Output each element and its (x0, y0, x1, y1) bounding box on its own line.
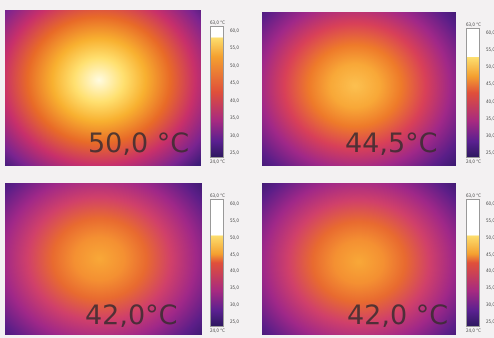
scale-tick: 50,0 (486, 64, 494, 69)
scale-tick: 35,0 (230, 285, 239, 290)
scale-tick: 60,0 (230, 28, 239, 33)
scale-max: 63,0 °C (210, 20, 225, 25)
scale-min: 24,0 °C (466, 159, 481, 164)
scale-min: 24,0 °C (210, 159, 225, 164)
scale-min: 24,0 °C (466, 328, 481, 333)
scale-tick: 30,0 (486, 302, 494, 307)
scale-max: 63,0 °C (466, 22, 481, 27)
scale-tick: 60,0 (486, 30, 494, 35)
scale-tick: 55,0 (230, 218, 239, 223)
temperature-label: 42,0 °C (347, 300, 448, 331)
color-bar (210, 26, 224, 158)
scale-tick: 40,0 (486, 99, 494, 104)
scale-tick: 40,0 (486, 268, 494, 273)
color-bar (210, 199, 224, 327)
scale-tick: 50,0 (486, 235, 494, 240)
scale-max: 63,0 °C (466, 193, 481, 198)
scale-tick: 35,0 (486, 116, 494, 121)
scale-tick: 40,0 (230, 98, 239, 103)
scale-tick: 30,0 (230, 133, 239, 138)
temperature-label: 50,0 °C (88, 128, 189, 159)
scale-tick: 45,0 (230, 252, 239, 257)
scale-tick: 25,0 (486, 150, 494, 155)
scale-tick: 55,0 (486, 218, 494, 223)
scale-tick: 35,0 (230, 115, 239, 120)
scale-tick: 30,0 (486, 133, 494, 138)
color-bar (466, 28, 480, 158)
scale-tick: 25,0 (230, 150, 239, 155)
color-bar (466, 199, 480, 327)
thermal-collage: 50,0 °C 63,0 °C 24,0 °C 60,0 55,0 50,0 45,0 40,… (0, 0, 494, 338)
scale-tick: 45,0 (230, 80, 239, 85)
scale-tick: 45,0 (486, 81, 494, 86)
scale-tick: 40,0 (230, 268, 239, 273)
scale-max: 63,0 °C (210, 193, 225, 198)
scale-tick: 25,0 (230, 319, 239, 324)
temperature-label: 42,0°C (85, 300, 177, 331)
scale-tick: 25,0 (486, 319, 494, 324)
scale-tick: 35,0 (486, 285, 494, 290)
scale-tick: 60,0 (230, 201, 239, 206)
scale-tick: 60,0 (486, 201, 494, 206)
scale-tick: 50,0 (230, 63, 239, 68)
scale-tick: 30,0 (230, 302, 239, 307)
scale-tick: 55,0 (486, 47, 494, 52)
scale-min: 24,0 °C (210, 328, 225, 333)
scale-tick: 55,0 (230, 45, 239, 50)
scale-tick: 45,0 (486, 252, 494, 257)
temperature-label: 44,5°C (345, 128, 437, 159)
scale-tick: 50,0 (230, 235, 239, 240)
